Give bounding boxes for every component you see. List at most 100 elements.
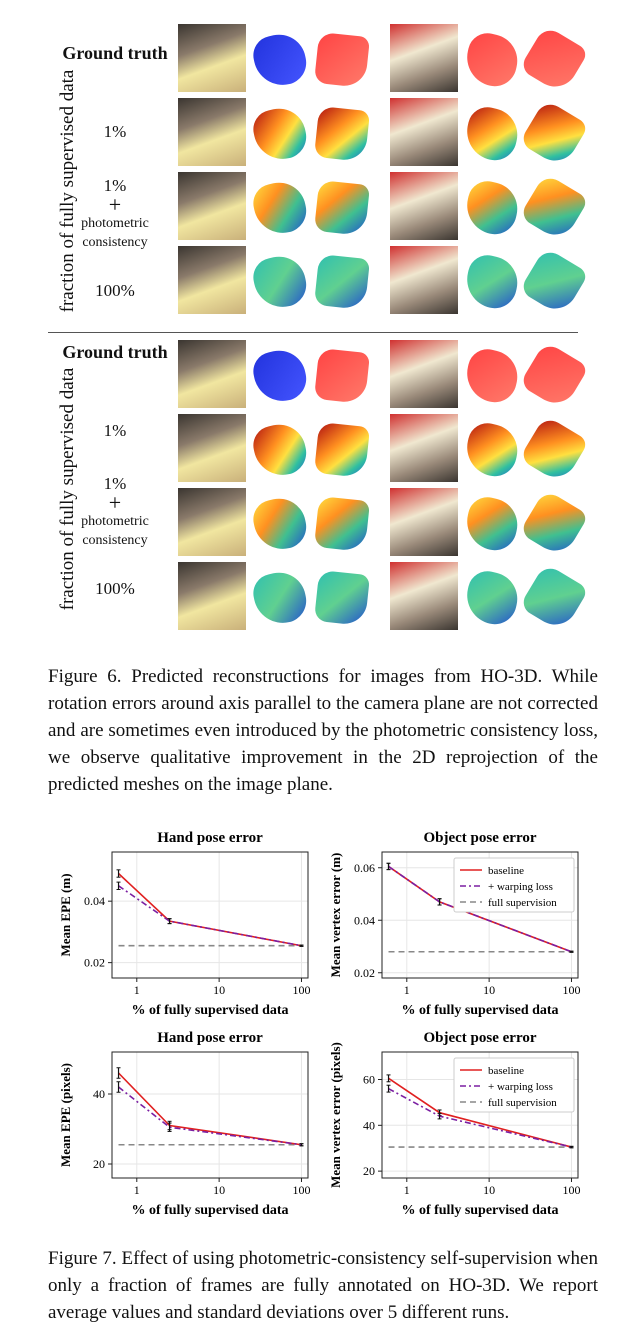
- x-axis-label: % of fully supervised data: [401, 1003, 558, 1018]
- input-image-thumbnail: [390, 562, 458, 630]
- input-image-thumbnail: [390, 172, 458, 240]
- mesh-render: [313, 421, 371, 479]
- mesh-render: [313, 105, 371, 163]
- legend-entry: full supervision: [488, 897, 557, 909]
- axes-frame: [381, 851, 579, 979]
- chart-object-pose-error-px: Object pose error 1 10 100 20 40 60 % of fully …: [328, 1030, 580, 1218]
- row-label-text: 1%: [103, 421, 127, 440]
- legend-box: [453, 857, 575, 913]
- mesh-render: [519, 99, 589, 169]
- input-image-thumbnail: [390, 24, 458, 92]
- mesh-render: [249, 251, 311, 313]
- y-axis-label: Mean EPE (pixels): [58, 1063, 73, 1167]
- row-label-text: photometric: [81, 216, 149, 231]
- x-tick-label: 100: [562, 1183, 580, 1197]
- y-tick-label: 20: [93, 1157, 105, 1171]
- row-label-text: 100%: [95, 281, 135, 300]
- input-image-thumbnail: [178, 340, 246, 408]
- mesh-render: [461, 251, 523, 313]
- row-label-1pct: 1%: [50, 421, 180, 440]
- y-tick-label: 0.02: [354, 966, 375, 980]
- row-label-text: 100%: [95, 579, 135, 598]
- mesh-render: [313, 253, 371, 311]
- row-label-text: 1%: [103, 474, 127, 493]
- mesh-render: [249, 493, 311, 555]
- x-tick-label: 10: [213, 983, 225, 997]
- row-label-100pct: 100%: [50, 579, 180, 598]
- row-label-1pct-photometric: 1% + photometric consistency: [50, 176, 180, 252]
- row-label-text: 1%: [103, 176, 127, 195]
- mesh-render: [519, 247, 589, 317]
- series-line--warping-loss: [118, 1086, 302, 1146]
- y-tick-label: 60: [363, 1072, 375, 1086]
- mesh-render: [249, 29, 311, 91]
- x-axis-label: % of fully supervised data: [131, 1203, 288, 1218]
- mesh-render: [461, 177, 523, 239]
- y-tick-label: 20: [363, 1164, 375, 1178]
- input-image-thumbnail: [178, 488, 246, 556]
- mesh-render: [313, 31, 371, 89]
- input-image-thumbnail: [178, 98, 246, 166]
- figure-divider: [48, 332, 578, 333]
- mesh-render: [461, 493, 523, 555]
- row-label-text: +: [108, 192, 122, 217]
- input-image-thumbnail: [178, 562, 246, 630]
- mesh-render: [313, 347, 371, 405]
- axes-frame: [111, 1051, 309, 1179]
- y-axis-label: Mean vertex error (pixels): [328, 1042, 343, 1188]
- x-tick-label: 100: [562, 983, 580, 997]
- x-axis-label: % of fully supervised data: [401, 1203, 558, 1218]
- mesh-render: [519, 563, 589, 633]
- figure-7-caption: Figure 7. Effect of using photometric-co…: [48, 1248, 598, 1323]
- x-tick-label: 100: [292, 983, 310, 997]
- row-label-text: consistency: [82, 533, 148, 548]
- x-axis-label: % of fully supervised data: [131, 1003, 288, 1018]
- legend-entry: baseline: [488, 1065, 524, 1077]
- mesh-render: [461, 103, 523, 165]
- legend-entry: + warping loss: [488, 1081, 553, 1093]
- row-label-100pct: 100%: [50, 281, 180, 300]
- x-tick-label: 1: [134, 1183, 140, 1197]
- mesh-render: [249, 103, 311, 165]
- legend-entry: full supervision: [488, 1097, 557, 1109]
- input-image-thumbnail: [178, 414, 246, 482]
- chart-title: Hand pose error: [157, 1030, 263, 1046]
- mesh-render: [519, 25, 589, 95]
- input-image-thumbnail: [178, 24, 246, 92]
- mesh-render: [519, 173, 589, 243]
- series-line-baseline: [117, 1072, 302, 1146]
- y-tick-label: 0.06: [354, 861, 375, 875]
- input-image-thumbnail: [390, 246, 458, 314]
- mesh-render: [461, 567, 523, 629]
- row-label-text: Ground truth: [62, 43, 168, 63]
- figure-6-caption: Figure 6. Predicted reconstructions for …: [48, 666, 598, 795]
- mesh-render: [519, 415, 589, 485]
- series-line-baseline: [117, 872, 302, 947]
- row-label-ground-truth: Ground truth: [50, 44, 180, 63]
- chart-object-pose-error-m: Object pose error 1 10 100 0.02 0.04 0.06 % of …: [328, 830, 580, 1018]
- y-tick-label: 40: [363, 1118, 375, 1132]
- x-tick-label: 10: [213, 1183, 225, 1197]
- mesh-render: [519, 489, 589, 559]
- row-label-text: 1%: [103, 122, 127, 141]
- mesh-render: [249, 419, 311, 481]
- input-image-thumbnail: [390, 98, 458, 166]
- series-line--warping-loss: [118, 885, 302, 947]
- chart-title: Object pose error: [423, 830, 536, 846]
- mesh-render: [249, 345, 311, 407]
- series-line--warping-loss: [388, 865, 572, 953]
- mesh-render: [249, 177, 311, 239]
- input-image-thumbnail: [390, 414, 458, 482]
- input-image-thumbnail: [390, 340, 458, 408]
- input-image-thumbnail: [390, 488, 458, 556]
- row-label-text: photometric: [81, 514, 149, 529]
- mesh-render: [461, 29, 523, 91]
- y-tick-label: 40: [93, 1087, 105, 1101]
- y-tick-label: 0.02: [84, 956, 105, 970]
- row-label-ground-truth: Ground truth: [50, 343, 180, 362]
- axes-frame: [111, 851, 309, 979]
- mesh-render: [313, 569, 371, 627]
- x-tick-label: 1: [404, 983, 410, 997]
- mesh-render: [519, 341, 589, 411]
- y-tick-label: 0.04: [354, 913, 375, 927]
